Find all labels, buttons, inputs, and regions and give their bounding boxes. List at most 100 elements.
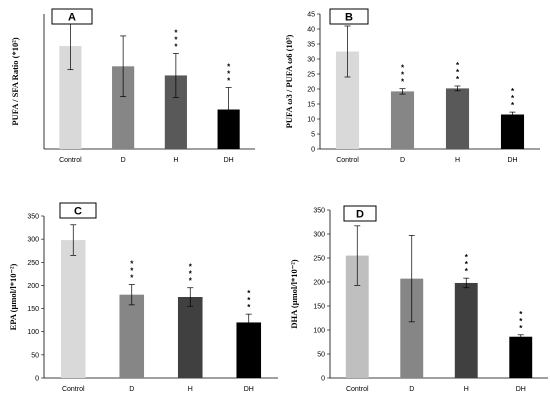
y-tick-label: 40 (307, 27, 315, 34)
y-axis-label: EPA (μmol/l*10⁻²) (8, 263, 18, 330)
y-tick-label: 300 (27, 237, 39, 244)
y-tick-label: 150 (27, 306, 39, 313)
significance-star: * (189, 270, 193, 279)
bar-dh (500, 114, 525, 149)
y-tick-label: 350 (313, 208, 325, 215)
panel-label: C (74, 206, 82, 218)
y-tick-label: 200 (27, 283, 39, 290)
panel-label-box (59, 202, 97, 219)
x-tick-label: H (464, 386, 469, 393)
y-tick-label: 100 (27, 329, 39, 336)
y-tick-label: 25 (307, 72, 315, 79)
significance-star: * (511, 101, 515, 110)
x-tick-label: Control (59, 157, 82, 164)
x-tick-label: Control (346, 386, 369, 393)
significance-star: * (247, 303, 251, 312)
panel-label-box (51, 8, 93, 25)
significance-star: * (465, 267, 469, 276)
y-tick-label: 200 (313, 280, 325, 287)
y-tick-label: 250 (313, 256, 325, 263)
x-tick-label: D (400, 157, 405, 164)
bar-d (390, 91, 415, 149)
significance-star: * (174, 42, 178, 51)
bar-control (59, 46, 82, 149)
y-tick-label: 20 (307, 87, 315, 94)
bar-h (177, 297, 203, 378)
y-tick-label: 45 (307, 12, 315, 19)
panel-label: B (345, 12, 353, 24)
significance-star: * (189, 263, 193, 272)
significance-star: * (227, 70, 231, 79)
significance-star: * (130, 274, 134, 283)
y-tick-label: 350 (27, 214, 39, 221)
y-tick-label: 50 (317, 352, 325, 359)
significance-star: * (456, 68, 460, 77)
y-tick-label: 300 (313, 232, 325, 239)
x-tick-label: DH (516, 386, 526, 393)
significance-star: * (519, 324, 523, 333)
significance-star: * (227, 63, 231, 72)
significance-star: * (174, 28, 178, 37)
y-tick-label: 0 (35, 376, 39, 383)
y-tick-label: 5 (311, 132, 315, 139)
y-axis-label: PUFA ω3 / PUFA ω6 (10³) (284, 34, 294, 128)
significance-star: * (519, 310, 523, 319)
significance-star: * (130, 260, 134, 269)
significance-star: * (511, 87, 515, 96)
x-tick-label: H (173, 157, 178, 164)
x-tick-label: D (121, 157, 126, 164)
y-tick-label: 35 (307, 42, 315, 49)
significance-star: * (247, 296, 251, 305)
y-tick-label: 150 (313, 304, 325, 311)
bar-d (119, 294, 145, 378)
x-tick-label: H (188, 386, 193, 393)
panel-label-box (343, 205, 377, 222)
bar-control (60, 240, 86, 378)
y-tick-label: 250 (27, 260, 39, 267)
x-tick-label: DH (244, 386, 254, 393)
y-tick-label: 50 (31, 352, 39, 359)
significance-star: * (189, 277, 193, 286)
x-tick-label: H (455, 157, 460, 164)
y-tick-label: 0 (321, 376, 325, 383)
bar-control (345, 255, 369, 378)
panel-label-box (329, 8, 369, 25)
bar-control (335, 51, 360, 149)
y-tick-label: 0 (311, 147, 315, 154)
significance-star: * (519, 317, 523, 326)
significance-star: * (456, 75, 460, 84)
y-tick-label: 100 (313, 328, 325, 335)
x-tick-label: DH (224, 157, 234, 164)
bar-dh (509, 336, 533, 378)
significance-star: * (465, 260, 469, 269)
bar-h (164, 75, 187, 149)
significance-star: * (401, 71, 405, 80)
significance-star: * (456, 61, 460, 70)
bar-h (454, 282, 478, 378)
bar-h (445, 88, 470, 149)
y-axis-label: DHA (μmol/l*10⁻²) (289, 259, 299, 328)
significance-star: * (227, 77, 231, 86)
bar-dh (236, 322, 262, 378)
bar-d (400, 278, 424, 378)
y-tick-label: 15 (307, 102, 315, 109)
significance-star: * (401, 78, 405, 87)
y-axis-label: PUFA / SFA Ratio (*10²) (10, 37, 20, 125)
x-tick-label: D (409, 386, 414, 393)
significance-star: * (174, 35, 178, 44)
chart-panel-a: Control D H***DH***PUFA / SFA Ratio (*10²)… (10, 8, 255, 164)
x-tick-label: Control (336, 157, 359, 164)
significance-star: * (130, 267, 134, 276)
y-tick-label: 30 (307, 57, 315, 64)
x-tick-label: Control (62, 386, 85, 393)
x-tick-label: D (129, 386, 134, 393)
y-tick-label: 10 (307, 117, 315, 124)
significance-star: * (401, 64, 405, 73)
significance-star: * (511, 94, 515, 103)
x-tick-label: DH (507, 157, 517, 164)
significance-star: * (247, 289, 251, 298)
